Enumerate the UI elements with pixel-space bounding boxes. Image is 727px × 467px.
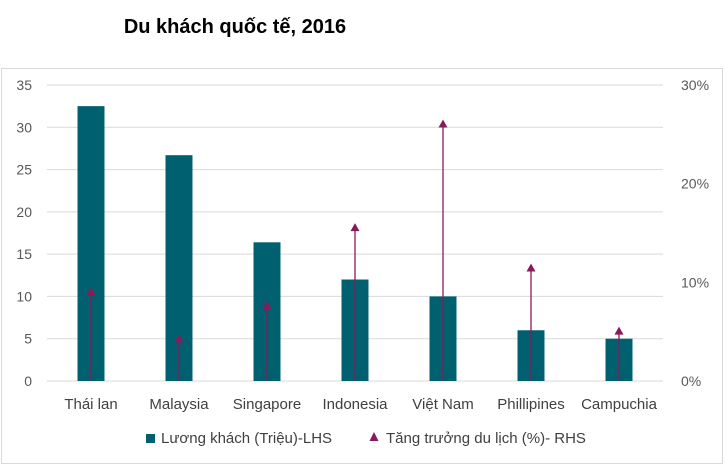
growth-triangle-marker bbox=[438, 119, 448, 128]
left-tick-label: 15 bbox=[16, 246, 32, 262]
left-tick-label: 30 bbox=[16, 119, 32, 135]
growth-triangle-marker bbox=[614, 326, 624, 335]
growth-triangle-marker bbox=[174, 334, 184, 343]
right-tick-label: 10% bbox=[681, 274, 709, 290]
category-label: Singapore bbox=[233, 396, 301, 413]
category-label: Indonesia bbox=[322, 396, 388, 413]
left-tick-label: 10 bbox=[16, 288, 32, 304]
legend: Lương khách (Triệu)-LHS Tăng trưởng du lị… bbox=[146, 430, 586, 447]
left-axis-ticks: 0 5 10 15 20 25 30 35 bbox=[16, 77, 32, 389]
right-tick-label: 0% bbox=[681, 373, 701, 389]
left-tick-label: 20 bbox=[16, 204, 32, 220]
chart-title: Du khách quốc tế, 2016 bbox=[123, 16, 347, 38]
chart-frame bbox=[1, 68, 723, 464]
right-axis-ticks: 0% 10% 20% 30% bbox=[681, 77, 709, 389]
legend-growth-label: Tăng trưởng du lịch (%)- RHS bbox=[386, 430, 586, 447]
right-tick-label: 30% bbox=[681, 77, 709, 93]
category-labels: Thái lan Malaysia Singapore Indonesia Việt N… bbox=[64, 396, 657, 413]
right-tick-label: 20% bbox=[681, 176, 709, 192]
left-tick-label: 0 bbox=[24, 373, 32, 389]
category-label: Campuchia bbox=[581, 396, 658, 413]
category-label: Việt Nam bbox=[412, 396, 473, 413]
legend-bar-swatch bbox=[146, 434, 155, 443]
left-tick-label: 5 bbox=[24, 331, 32, 347]
left-tick-label: 25 bbox=[16, 162, 32, 178]
growth-triangle-marker bbox=[350, 223, 360, 232]
category-label: Thái lan bbox=[64, 396, 117, 413]
growth-triangle-marker bbox=[262, 301, 272, 310]
growth-triangle-marker bbox=[86, 287, 96, 296]
left-tick-label: 35 bbox=[16, 77, 32, 93]
growth-series bbox=[86, 119, 624, 381]
legend-bar-label: Lương khách (Triệu)-LHS bbox=[161, 430, 332, 447]
category-label: Malaysia bbox=[149, 396, 209, 413]
growth-triangle-marker bbox=[526, 263, 536, 272]
legend-triangle-swatch bbox=[369, 432, 379, 441]
category-label: Phillipines bbox=[497, 396, 565, 413]
